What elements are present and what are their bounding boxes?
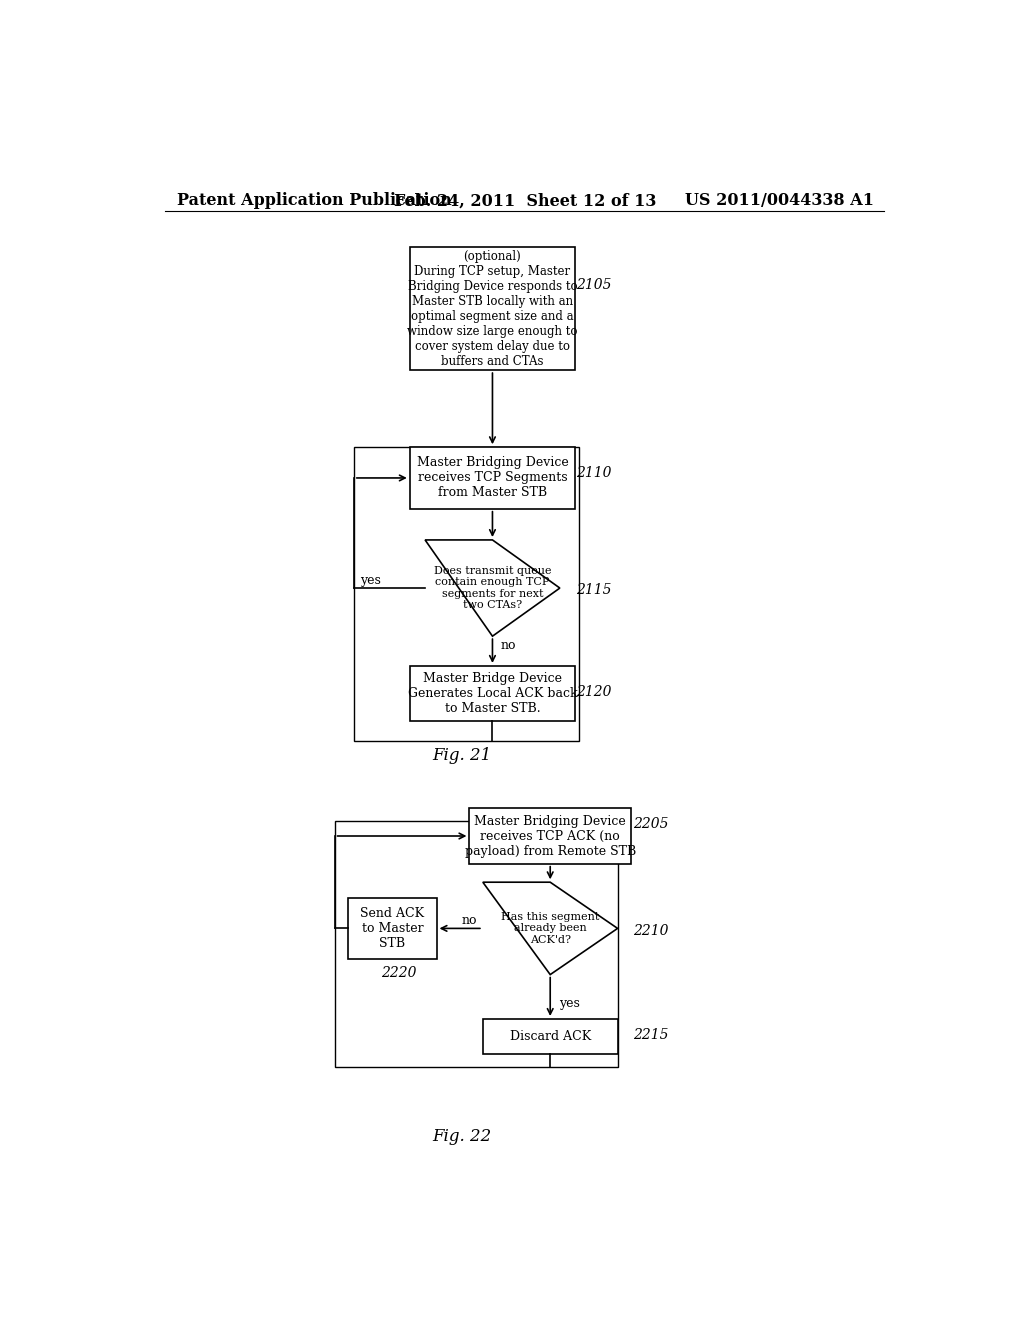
Text: Feb. 24, 2011  Sheet 12 of 13: Feb. 24, 2011 Sheet 12 of 13: [393, 193, 656, 210]
Bar: [410, 665, 575, 721]
Bar: [335, 821, 617, 1067]
Text: US 2011/0044338 A1: US 2011/0044338 A1: [685, 193, 873, 210]
Text: 2105: 2105: [575, 279, 611, 293]
Text: no: no: [462, 915, 477, 927]
Text: 2220: 2220: [381, 966, 417, 979]
Polygon shape: [425, 540, 560, 636]
Bar: [483, 1019, 617, 1053]
Text: Fig. 21: Fig. 21: [432, 747, 492, 764]
Text: Master Bridge Device
Generates Local ACK back
to Master STB.: Master Bridge Device Generates Local ACK…: [408, 672, 578, 715]
Bar: [410, 247, 575, 370]
Bar: [410, 447, 575, 508]
Text: Has this segment
already been
ACK'd?: Has this segment already been ACK'd?: [501, 912, 599, 945]
Text: Fig. 22: Fig. 22: [432, 1127, 492, 1144]
Text: (optional)
During TCP setup, Master
Bridging Device responds to
Master STB local: (optional) During TCP setup, Master Brid…: [408, 249, 578, 367]
Text: yes: yes: [360, 574, 381, 587]
Text: yes: yes: [559, 998, 581, 1010]
Text: Master Bridging Device
receives TCP Segments
from Master STB: Master Bridging Device receives TCP Segm…: [417, 457, 568, 499]
Text: Discard ACK: Discard ACK: [510, 1030, 591, 1043]
Text: Does transmit queue
contain enough TCP
segments for next
two CTAs?: Does transmit queue contain enough TCP s…: [434, 566, 551, 610]
Text: Master Bridging Device
receives TCP ACK (no
payload) from Remote STB: Master Bridging Device receives TCP ACK …: [465, 814, 636, 858]
Text: 2115: 2115: [575, 582, 611, 597]
Bar: [469, 808, 631, 863]
Bar: [348, 898, 436, 960]
Text: 2210: 2210: [633, 924, 668, 937]
Text: Send ACK
to Master
STB: Send ACK to Master STB: [360, 907, 424, 950]
Text: 2110: 2110: [575, 466, 611, 479]
Polygon shape: [483, 882, 617, 974]
Text: 2205: 2205: [633, 817, 668, 832]
Bar: [354, 447, 580, 742]
Text: 2120: 2120: [575, 685, 611, 700]
Text: Patent Application Publication: Patent Application Publication: [177, 193, 452, 210]
Text: 2215: 2215: [633, 1028, 668, 1041]
Text: no: no: [500, 639, 516, 652]
